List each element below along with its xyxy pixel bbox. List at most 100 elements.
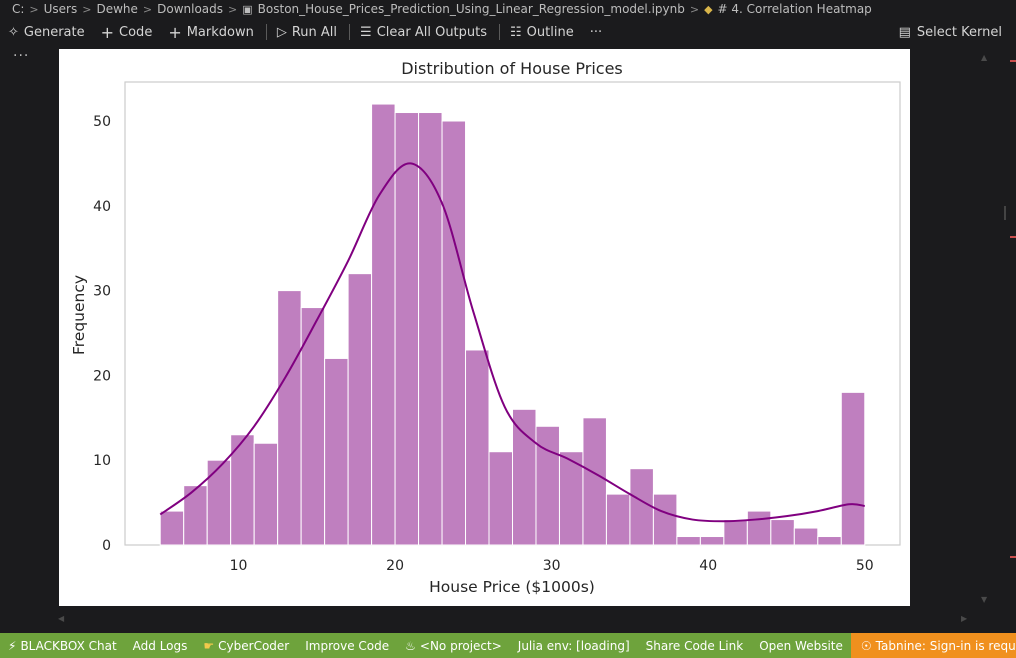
open-website-label: Open Website: [759, 638, 843, 653]
scroll-right-arrow-icon[interactable]: ▶: [961, 614, 968, 623]
chevron-right-icon: >: [82, 2, 92, 16]
x-tick-label: 20: [386, 558, 404, 574]
histogram-bar: [582, 417, 607, 546]
histogram-bar: [629, 468, 654, 546]
scroll-up-arrow-icon[interactable]: ▲: [981, 53, 988, 62]
histogram-bar: [488, 451, 513, 546]
scroll-left-arrow-icon[interactable]: ◀: [58, 614, 65, 623]
improve-code-button[interactable]: Improve Code: [297, 633, 397, 658]
histogram-bar: [441, 120, 467, 546]
blackbox-chat-label: BLACKBOX Chat: [20, 638, 117, 653]
clear-all-outputs-label: Clear All Outputs: [376, 24, 488, 40]
x-tick-label: 10: [230, 558, 248, 574]
histogram-bar: [324, 357, 349, 546]
clear-all-outputs-button[interactable]: ☰ Clear All Outputs: [360, 25, 487, 40]
kde-curve: [159, 162, 865, 523]
y-tick-label: 50: [93, 114, 111, 130]
scroll-down-arrow-icon[interactable]: ▼: [981, 595, 988, 604]
python-cell-icon: ◆: [704, 2, 713, 16]
plus-icon: +: [100, 22, 115, 42]
select-kernel-button[interactable]: ▤ Select Kernel: [899, 20, 1002, 44]
breadcrumb: C: > Users > Dewhe > Downloads > ▣ Bosto…: [0, 0, 1016, 18]
histogram-bar: [605, 493, 631, 546]
histogram-bar: [394, 112, 420, 546]
y-tick-label: 30: [93, 284, 111, 300]
histogram-bar: [253, 442, 279, 546]
breadcrumb-item-users[interactable]: Users: [43, 2, 78, 16]
status-bar: ⚡ BLACKBOX Chat Add Logs ☛ CyberCoder Im…: [0, 633, 1016, 658]
play-icon: ▷: [276, 24, 287, 40]
overview-ruler-marker: [1010, 60, 1016, 62]
histogram-bar: [512, 408, 537, 546]
chevron-right-icon: >: [228, 2, 238, 16]
notebook-toolbar: ✧ Generate + Code + Markdown ▷ Run All ☰…: [0, 20, 1016, 44]
more-actions-button[interactable]: ···: [590, 25, 602, 40]
breadcrumb-item-downloads[interactable]: Downloads: [157, 2, 224, 16]
y-tick-label: 40: [93, 199, 111, 215]
histogram-bar: [206, 459, 232, 546]
cell-output-panel: 10 20 30 40 50 0 10 20 30 40 50 Distribution of H…: [59, 49, 910, 606]
histogram-bar: [535, 425, 560, 546]
chevron-right-icon: >: [29, 2, 39, 16]
plus-icon: +: [168, 22, 182, 42]
blackbox-chat-button[interactable]: ⚡ BLACKBOX Chat: [0, 633, 125, 658]
julia-env-label: Julia env: [loading]: [517, 638, 630, 653]
x-axis-label: House Price ($1000s): [429, 578, 595, 596]
toolbar-divider: [349, 24, 351, 40]
outline-button[interactable]: ☷ Outline: [510, 25, 574, 40]
share-code-link-button[interactable]: Share Code Link: [638, 633, 752, 658]
pointing-hand-icon: ☛: [203, 638, 215, 653]
add-markdown-cell-button[interactable]: + Markdown: [168, 23, 254, 42]
horizontal-scrollbar[interactable]: ◀ ▶: [58, 612, 968, 626]
generate-label: Generate: [23, 24, 85, 40]
x-tick-label: 50: [856, 558, 874, 574]
lightning-icon: ⚡: [8, 638, 17, 653]
tabnine-status-button[interactable]: ☉ Tabnine: Sign-in is required: [850, 633, 1016, 658]
breadcrumb-item-dewhe[interactable]: Dewhe: [96, 2, 138, 16]
breadcrumb-item-notebook[interactable]: Boston_House_Prices_Prediction_Using_Lin…: [257, 2, 685, 16]
histogram-bar: [793, 527, 819, 546]
outline-label: Outline: [526, 24, 574, 40]
cell-more-actions-button[interactable]: ···: [13, 48, 30, 64]
histogram-bar: [676, 536, 701, 546]
breadcrumb-item-drive[interactable]: C:: [12, 2, 25, 16]
list-icon: ☷: [510, 24, 522, 40]
improve-code-label: Improve Code: [305, 638, 390, 653]
histogram-bar: [840, 391, 866, 546]
cybercoder-button[interactable]: ☛ CyberCoder: [195, 633, 297, 658]
chevron-right-icon: >: [142, 2, 153, 16]
run-all-button[interactable]: ▷ Run All: [277, 25, 337, 40]
vertical-scrollbar[interactable]: ▲ ▼: [978, 49, 992, 609]
open-website-button[interactable]: Open Website: [751, 633, 851, 658]
add-logs-label: Add Logs: [132, 638, 188, 653]
y-tick-label: 10: [93, 453, 111, 469]
flame-icon: ♨: [405, 638, 416, 653]
histogram-bar: [277, 290, 302, 546]
y-axis-label: Frequency: [70, 275, 88, 355]
histogram-chart: 10 20 30 40 50 0 10 20 30 40 50 Distribution of H…: [70, 59, 901, 596]
histogram-bar: [418, 112, 443, 546]
add-code-cell-button[interactable]: + Code: [101, 23, 153, 42]
breadcrumb-item-cell[interactable]: # 4. Correlation Heatmap: [717, 2, 872, 16]
share-code-link-label: Share Code Link: [645, 638, 744, 653]
histogram-bar: [817, 536, 842, 546]
y-tick-label: 20: [93, 368, 111, 384]
notebook-file-icon: ▣: [242, 2, 253, 16]
histogram-bar: [699, 536, 725, 546]
histogram-bar: [347, 273, 373, 546]
histogram-bar: [159, 510, 185, 546]
run-all-label: Run All: [291, 24, 338, 40]
add-logs-button[interactable]: Add Logs: [125, 633, 196, 658]
x-tick-label: 40: [699, 558, 717, 574]
histogram-bar: [746, 510, 772, 546]
toolbar-divider: [265, 24, 267, 40]
julia-env-status[interactable]: Julia env: [loading]: [510, 633, 638, 658]
histogram-bar: [465, 349, 490, 546]
tabnine-label: Tabnine: Sign-in is required: [875, 638, 1016, 653]
histogram-bar: [723, 519, 748, 546]
generate-button[interactable]: ✧ Generate: [8, 25, 85, 40]
y-tick-label: 0: [102, 538, 111, 554]
x-axis-ticks: 10 20 30 40 50: [230, 558, 874, 574]
project-selector[interactable]: ♨ <No project>: [397, 633, 510, 658]
overview-ruler-marker: [1010, 556, 1016, 558]
